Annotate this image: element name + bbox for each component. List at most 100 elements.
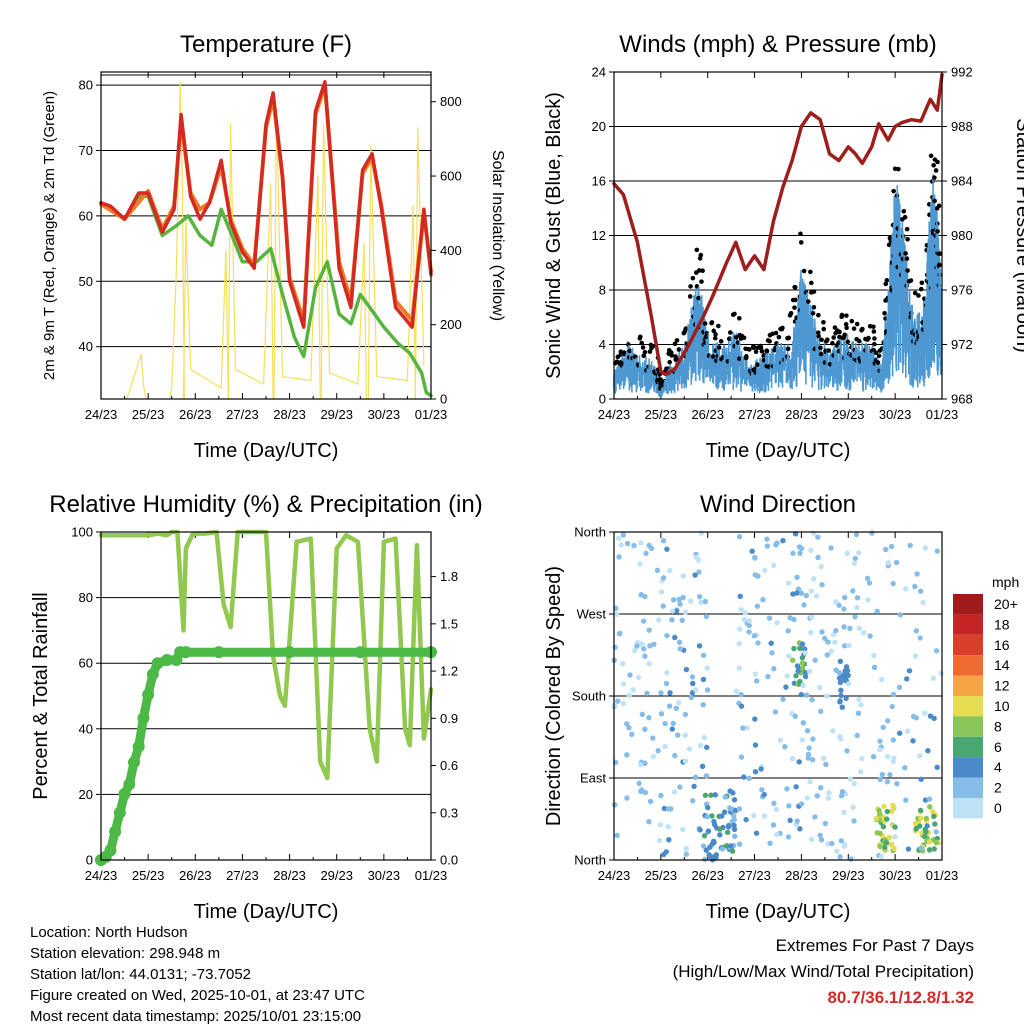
wind-direction-point [731, 813, 737, 819]
gust-point [712, 335, 718, 341]
gust-point [856, 338, 862, 344]
gust-point [667, 359, 672, 365]
wind-direction-point [643, 550, 649, 557]
wind-direction-point [818, 563, 824, 570]
wind-direction-point [865, 597, 871, 603]
x-tick-label: 28/23 [273, 407, 306, 422]
gust-point [641, 353, 647, 359]
y-axis-label: 2m & 9m T (Red, Orange) & 2m Td (Green) [41, 91, 58, 380]
gust-point [690, 275, 696, 281]
wind-direction-point [914, 571, 920, 577]
wind-direction-point [696, 569, 702, 575]
legend-swatch [953, 634, 983, 656]
wind-direction-point [907, 542, 913, 549]
wind-direction-point [672, 634, 678, 641]
wind-direction-point [798, 545, 805, 552]
wind-direction-point [709, 813, 715, 819]
wind-direction-point [871, 664, 878, 671]
wind-direction-point [850, 588, 856, 594]
wind-direction-point [761, 567, 768, 574]
wind-direction-point [884, 808, 891, 815]
wind-direction-point [903, 586, 909, 592]
wind-direction-point [650, 753, 656, 760]
wind-direction-point [689, 674, 696, 680]
wind-direction-point [682, 711, 689, 718]
legend-swatch [953, 777, 983, 798]
wind-direction-point [887, 772, 893, 778]
legend-swatch [953, 696, 983, 717]
wind-direction-point [880, 724, 886, 730]
wind-direction-point [833, 599, 839, 605]
wind-direction-point [839, 704, 845, 710]
wind-direction-point [852, 555, 858, 562]
wind-direction-point [797, 645, 803, 652]
wind-direction-point [669, 608, 676, 614]
gust-point [785, 346, 791, 352]
wind-direction-point [746, 617, 752, 624]
wind-direction-point [796, 759, 802, 765]
wind-direction-point [808, 836, 815, 843]
wind-direction-point [682, 609, 689, 615]
gust-point [912, 290, 918, 296]
gust-point [816, 333, 821, 339]
gust-point [884, 278, 890, 283]
legend-swatch [953, 716, 983, 737]
y-tick-label: 20 [592, 119, 606, 134]
gust-point [919, 280, 925, 286]
wind-direction-point [704, 813, 711, 820]
wind-direction-point [634, 643, 640, 649]
y-tick-label: 80 [79, 78, 93, 93]
station-location: Location: North Hudson [30, 924, 188, 941]
x-tick-label: 26/23 [179, 407, 212, 422]
wind-direction-point [879, 771, 886, 778]
gust-point [793, 297, 798, 303]
wind-direction-point [929, 808, 936, 815]
wind-direction-point [760, 596, 766, 603]
gust-point [810, 310, 816, 316]
precipitation-point [283, 646, 296, 659]
y-tick-label: 40 [79, 339, 93, 354]
wind-direction-point [797, 550, 803, 556]
wind-direction-point [738, 754, 745, 760]
wind-direction-point [817, 832, 823, 838]
legend-label: 18 [994, 616, 1010, 632]
y2-tick-label: 0 [440, 392, 447, 407]
wind-direction-point [854, 604, 860, 611]
wind-direction-point [881, 803, 887, 810]
wind-direction-point [682, 732, 688, 738]
wind-direction-point [646, 627, 652, 633]
wind-direction-point [848, 856, 854, 862]
wind-direction-point [680, 573, 686, 579]
wind-direction-point [824, 693, 830, 699]
wind-direction-point [854, 732, 860, 739]
y-tick-label: 8 [599, 283, 606, 298]
y-tick-label: North [574, 853, 606, 868]
wind-direction-point [692, 687, 699, 693]
extremes-subtitle: (High/Low/Max Wind/Total Precipitation) [672, 962, 974, 981]
y-tick-label: 80 [79, 590, 93, 605]
wind-direction-point [660, 851, 667, 858]
gust-point [639, 340, 644, 346]
wind-direction-point [912, 653, 919, 659]
gust-point [818, 345, 823, 351]
wind-direction-point [838, 692, 844, 699]
wind-direction-point [666, 837, 672, 843]
gust-point [808, 269, 813, 275]
wind-direction-point [808, 547, 814, 553]
gust-point [854, 321, 860, 327]
wind-direction-point [733, 688, 739, 694]
gust-point [844, 313, 849, 318]
solar-insolation-line [414, 127, 425, 400]
y2-tick-label: 600 [440, 169, 462, 184]
y-tick-label: West [577, 607, 607, 622]
wind-direction-point [934, 835, 941, 842]
wind-direction-point [767, 840, 773, 846]
wind-direction-point [787, 615, 793, 621]
gust-point [727, 330, 733, 335]
wind-direction-point [752, 742, 759, 748]
legend-label: 8 [994, 718, 1002, 734]
plot-border [613, 71, 943, 400]
legend-swatch [953, 614, 983, 635]
wind-direction-point [922, 710, 928, 716]
wind-direction-point [854, 595, 861, 601]
